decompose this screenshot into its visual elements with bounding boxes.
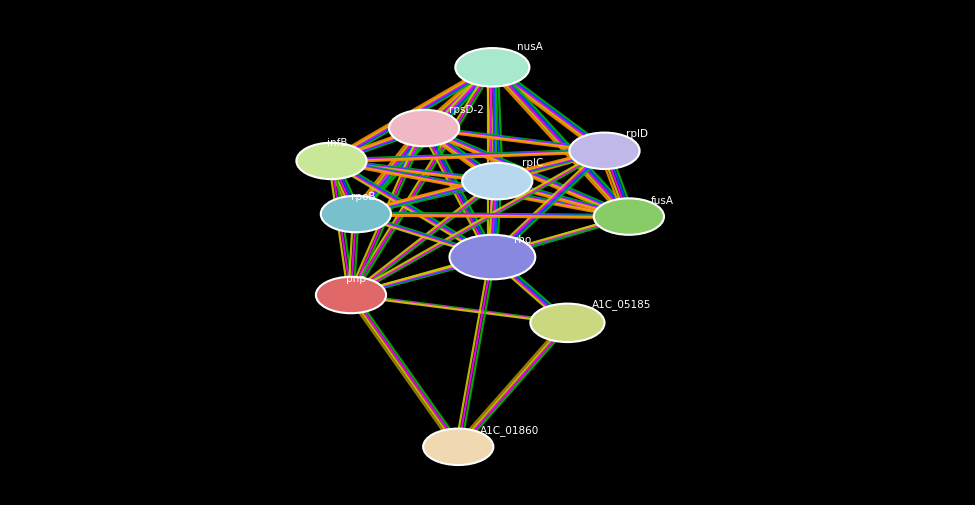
- Text: infB: infB: [327, 137, 347, 147]
- Text: A1C_05185: A1C_05185: [592, 298, 651, 310]
- Circle shape: [569, 133, 640, 170]
- Text: rplD: rplD: [626, 129, 648, 139]
- Circle shape: [389, 111, 459, 147]
- Circle shape: [462, 164, 532, 200]
- Text: nusA: nusA: [517, 42, 543, 52]
- Text: A1C_01860: A1C_01860: [480, 424, 539, 435]
- Circle shape: [316, 277, 386, 314]
- Circle shape: [530, 304, 604, 342]
- Circle shape: [296, 143, 367, 180]
- Circle shape: [449, 235, 535, 280]
- Text: rplC: rplC: [522, 158, 543, 168]
- Text: rpsD-2: rpsD-2: [448, 105, 484, 115]
- Circle shape: [594, 199, 664, 235]
- Circle shape: [321, 196, 391, 233]
- Text: rpoB: rpoB: [351, 192, 375, 202]
- Text: fusA: fusA: [650, 196, 674, 206]
- Circle shape: [455, 49, 529, 87]
- Text: pnp: pnp: [346, 274, 366, 284]
- Text: rho: rho: [514, 235, 531, 245]
- Circle shape: [423, 429, 493, 465]
